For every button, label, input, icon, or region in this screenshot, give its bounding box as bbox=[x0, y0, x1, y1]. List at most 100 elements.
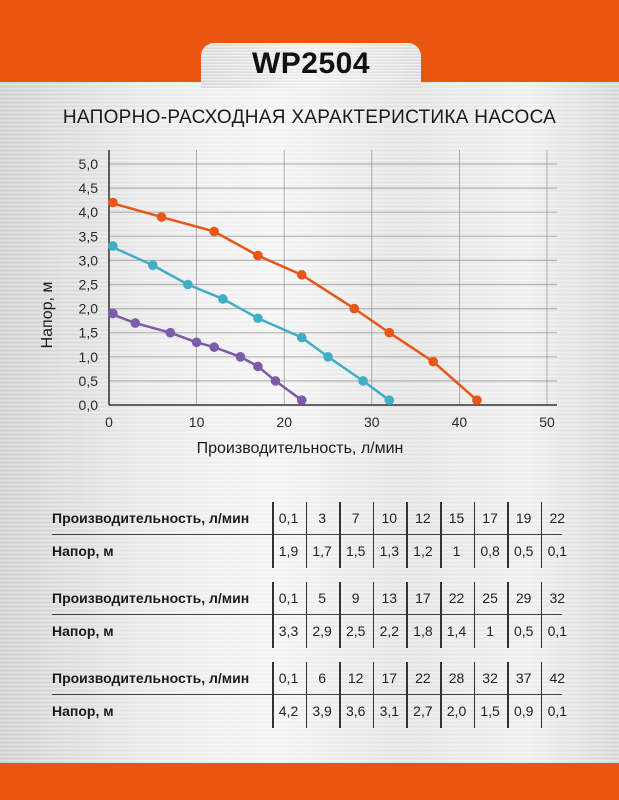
data-point-marker bbox=[165, 327, 176, 338]
data-point-marker bbox=[270, 376, 281, 386]
data-table-1: Производительность, л/мин 0,1 3 7 10 12 15 17 19… bbox=[52, 502, 567, 568]
table-cell: 29 bbox=[515, 590, 532, 606]
table-row-head: Напор, м 4,2 3,9 3,6 3,1 2,7 2,0 1,5 0,9 0,1 bbox=[52, 695, 567, 728]
table-cell: 22 bbox=[415, 670, 431, 686]
x-tick-label: 0 bbox=[105, 414, 113, 430]
table-cell: 2,5 bbox=[345, 623, 366, 639]
table-cell: 1,8 bbox=[413, 623, 433, 639]
data-point-marker bbox=[130, 318, 141, 328]
table-divider bbox=[305, 662, 308, 728]
table-divider bbox=[473, 502, 476, 568]
y-tick-label: 1,0 bbox=[79, 349, 99, 365]
table-cell: 0,1 bbox=[547, 703, 568, 719]
table-divider bbox=[507, 582, 509, 648]
table-divider bbox=[473, 662, 476, 728]
table-divider bbox=[473, 582, 476, 648]
table-cell: 37 bbox=[515, 670, 532, 686]
table-divider bbox=[440, 582, 442, 648]
data-table-2: Производительность, л/мин 0,1 5 9 13 17 22 25 29… bbox=[52, 582, 567, 648]
series-curve-3 bbox=[108, 197, 482, 405]
x-tick-label: 20 bbox=[276, 414, 292, 430]
chart-tick-labels: 0,0 0,5 1,0 1,5 2,0 2,5 3,0 3,5 4,0 4,5 5,0 0 10 20 30… bbox=[79, 156, 555, 430]
table-divider bbox=[540, 582, 543, 648]
table-divider bbox=[272, 502, 274, 568]
data-point-marker bbox=[108, 241, 118, 251]
table-divider bbox=[372, 502, 375, 568]
data-point-marker bbox=[108, 197, 118, 208]
data-point-marker bbox=[253, 361, 263, 372]
table-row-head: Напор, м 3,3 2,9 2,5 2,2 1,8 1,4 1 0,5 0,1 bbox=[52, 615, 567, 648]
table-row-flow: Производительность, л/мин 0,1 3 7 10 12 15 17 19… bbox=[52, 502, 565, 535]
table-divider bbox=[272, 582, 274, 648]
chart-series bbox=[108, 197, 482, 405]
table-cell: 3 bbox=[318, 510, 326, 526]
data-point-marker bbox=[253, 313, 263, 324]
table-divider bbox=[272, 662, 274, 728]
table-cell: 3,1 bbox=[379, 703, 400, 719]
x-tick-label: 50 bbox=[539, 414, 555, 430]
table-cell: 3,9 bbox=[312, 703, 332, 719]
table-divider bbox=[540, 662, 543, 728]
data-point-marker bbox=[209, 342, 219, 352]
table-cell: 9 bbox=[351, 590, 360, 606]
table-cell: 0,5 bbox=[513, 623, 534, 639]
data-point-marker bbox=[349, 303, 360, 314]
table-cell: 12 bbox=[415, 510, 431, 526]
x-tick-label: 30 bbox=[364, 414, 380, 430]
data-point-marker bbox=[323, 352, 333, 362]
table-divider bbox=[305, 502, 308, 568]
table-cell: 0,9 bbox=[513, 703, 534, 719]
table-divider bbox=[507, 662, 509, 728]
table-cell: 32 bbox=[549, 590, 566, 606]
data-point-marker bbox=[209, 226, 219, 237]
data-point-marker bbox=[183, 279, 193, 290]
table-cell: 3,3 bbox=[278, 623, 299, 639]
table-cell: 22 bbox=[448, 590, 465, 606]
table-divider bbox=[406, 582, 408, 648]
data-point-marker bbox=[156, 212, 167, 222]
y-tick-label: 4,0 bbox=[79, 204, 99, 220]
table-cell: 1,4 bbox=[446, 623, 467, 639]
model-name: WP2504 bbox=[251, 46, 371, 80]
y-tick-label: 3,0 bbox=[79, 252, 99, 268]
table-cell: 12 bbox=[347, 670, 364, 686]
table-cell: 17 bbox=[381, 670, 398, 686]
x-tick-label: 40 bbox=[452, 414, 468, 430]
table-cell: 28 bbox=[448, 670, 465, 686]
y-tick-label: 2,5 bbox=[79, 277, 99, 293]
table-cell: 22 bbox=[549, 510, 566, 526]
x-tick-label: 10 bbox=[189, 414, 205, 430]
data-point-marker bbox=[253, 250, 263, 261]
table-row-head: Напор, м 1,9 1,7 1,5 1,3 1,2 1 0,8 0,5 0,1 bbox=[52, 535, 567, 568]
y-tick-label: 3,5 bbox=[79, 228, 99, 244]
series-curve-1 bbox=[108, 308, 307, 405]
table-cell: 0,1 bbox=[547, 543, 568, 559]
y-tick-label: 2,0 bbox=[79, 301, 99, 317]
table-cell: 1 bbox=[452, 543, 461, 559]
table-cell: 42 bbox=[549, 670, 566, 686]
table-cell: 2,2 bbox=[379, 623, 400, 639]
row-label: Напор, м bbox=[52, 543, 114, 559]
table-cell: 0,1 bbox=[278, 510, 299, 526]
table-cell: 13 bbox=[381, 590, 398, 606]
row-label: Напор, м bbox=[52, 623, 114, 639]
data-point-marker bbox=[428, 356, 438, 367]
data-point-marker bbox=[296, 270, 307, 280]
table-cell: 0,8 bbox=[480, 543, 500, 559]
row-label: Напор, м bbox=[52, 703, 114, 719]
table-cell: 1,2 bbox=[413, 543, 433, 559]
data-table-3: Производительность, л/мин 0,1 6 12 17 22 28 32 3… bbox=[52, 662, 567, 728]
chart-title: НАПОРНО-РАСХОДНАЯ ХАРАКТЕРИСТИКА НАСОСА bbox=[62, 107, 557, 128]
table-cell: 10 bbox=[381, 510, 398, 526]
chart-axes bbox=[108, 150, 557, 406]
y-tick-label: 4,5 bbox=[79, 180, 99, 196]
table-cell: 1,3 bbox=[379, 543, 400, 559]
x-axis-label: Производительность, л/мин bbox=[197, 440, 404, 457]
data-point-marker bbox=[218, 294, 228, 304]
y-tick-label: 0,5 bbox=[79, 373, 99, 389]
table-divider bbox=[339, 582, 341, 648]
table-divider bbox=[339, 662, 341, 728]
table-divider bbox=[372, 662, 375, 728]
data-point-marker bbox=[384, 327, 395, 338]
table-divider bbox=[440, 502, 442, 568]
